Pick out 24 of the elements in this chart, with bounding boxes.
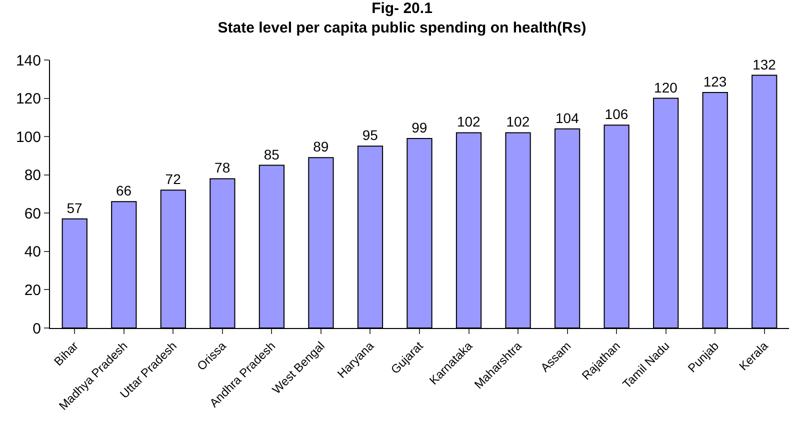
data-label: 66	[116, 182, 132, 199]
y-tick-label: 0	[32, 320, 41, 338]
data-label: 57	[66, 200, 83, 216]
data-label: 104	[556, 110, 580, 126]
data-label: 95	[362, 127, 378, 144]
y-tick-label: 100	[16, 128, 41, 146]
y-tick-label: 40	[24, 244, 41, 261]
data-label: 85	[264, 146, 280, 162]
data-label: 72	[165, 171, 182, 188]
data-label: 102	[456, 114, 481, 130]
data-label: 120	[654, 79, 678, 96]
y-tick-label: 120	[16, 90, 41, 108]
data-label: 102	[506, 114, 530, 130]
data-label: 99	[412, 119, 428, 136]
data-label: 106	[604, 106, 628, 122]
data-label: 123	[703, 74, 727, 90]
chart-title: Fig- 20.1 State level per capita public spending on health(Rs)	[218, 0, 586, 36]
y-tick-label: 80	[24, 167, 41, 184]
data-label: 132	[752, 56, 776, 72]
data-label: 78	[214, 160, 230, 176]
data-label: 89	[313, 138, 329, 155]
y-tick-label: 60	[24, 205, 41, 222]
y-tick-label: 140	[16, 52, 41, 70]
y-tick-label: 20	[24, 282, 41, 299]
